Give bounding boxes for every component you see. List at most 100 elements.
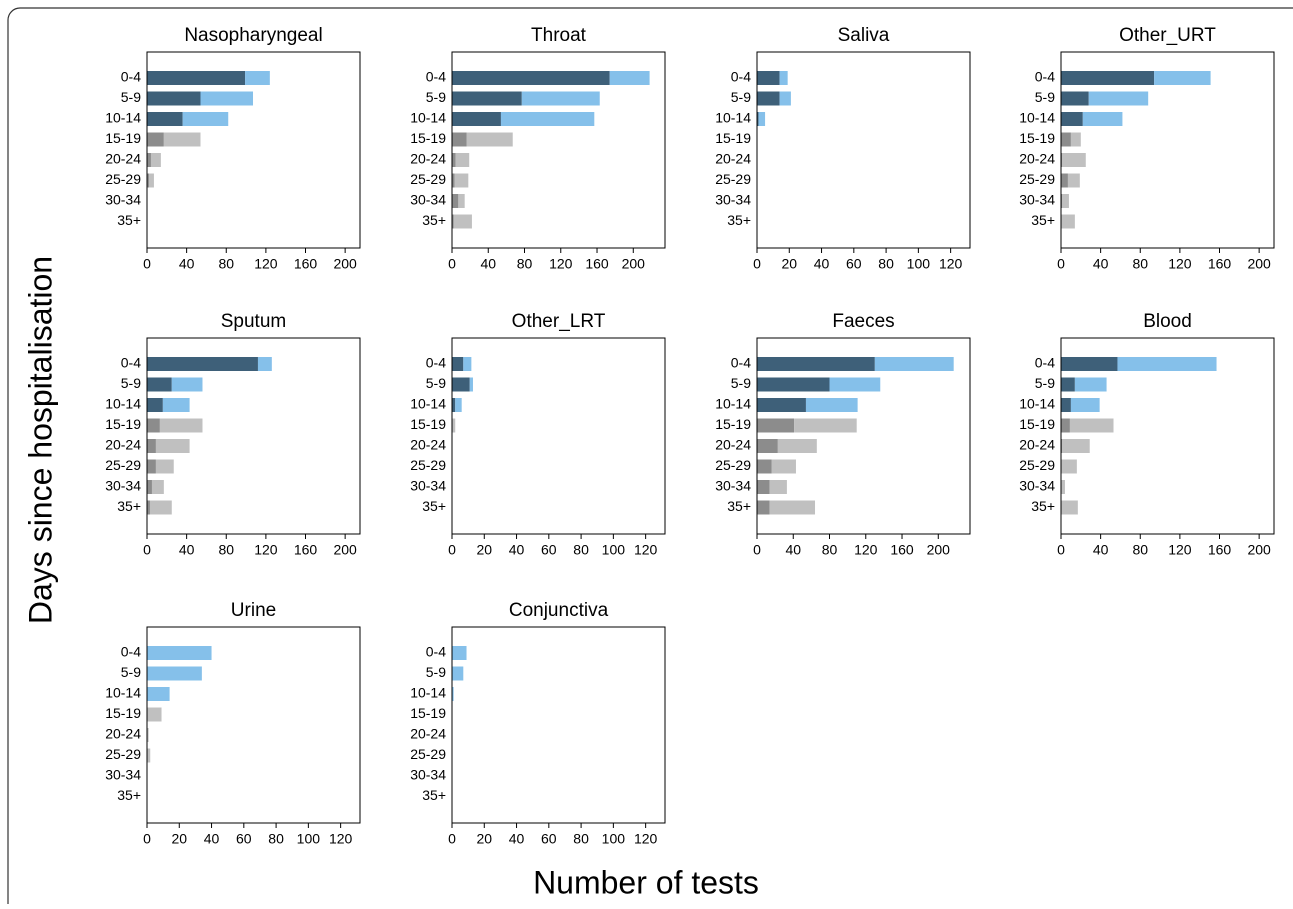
bar-segment bbox=[182, 112, 229, 126]
y-tick-label: 15-19 bbox=[410, 416, 446, 432]
x-tick-label: 80 bbox=[218, 256, 234, 272]
x-tick-label: 200 bbox=[622, 256, 646, 272]
panel-title: Conjunctiva bbox=[509, 600, 609, 621]
y-tick-label: 30-34 bbox=[1019, 478, 1055, 494]
bar-segment bbox=[148, 173, 154, 188]
plot-frame bbox=[1060, 51, 1275, 249]
bar-segment bbox=[147, 748, 151, 763]
bar-segment bbox=[171, 377, 203, 392]
y-tick-label: 25-29 bbox=[1019, 171, 1055, 187]
y-tick-label: 30-34 bbox=[410, 767, 446, 783]
bar-segment bbox=[452, 91, 522, 106]
y-tick-label: 15-19 bbox=[410, 130, 446, 146]
plot-frame bbox=[1060, 337, 1275, 535]
y-tick-label: 5-9 bbox=[1035, 375, 1055, 391]
x-tick-label: 40 bbox=[179, 256, 195, 272]
bar-segment bbox=[757, 439, 778, 453]
bar-segment bbox=[874, 357, 954, 371]
panel-title: Nasopharyngeal bbox=[184, 25, 322, 46]
x-tick-label: 200 bbox=[333, 256, 357, 272]
bar-segment bbox=[452, 173, 455, 188]
bar-segment bbox=[1061, 377, 1075, 392]
x-tick-label: 120 bbox=[634, 831, 658, 847]
y-tick-label: 5-9 bbox=[1035, 89, 1055, 105]
bar-segment bbox=[609, 71, 650, 85]
bar-segment bbox=[1067, 173, 1080, 188]
bar-segment bbox=[757, 459, 772, 474]
y-tick-label: 0-4 bbox=[121, 355, 141, 371]
y-tick-label: 15-19 bbox=[105, 130, 141, 146]
panel-title: Faeces bbox=[832, 311, 894, 332]
bar-segment bbox=[1061, 357, 1118, 371]
bar-segment bbox=[452, 112, 501, 126]
y-tick-label: 35+ bbox=[117, 498, 141, 514]
bar-segment bbox=[147, 71, 246, 85]
y-tick-label: 35+ bbox=[727, 212, 751, 228]
plot-frame bbox=[451, 626, 666, 824]
y-tick-label: 20-24 bbox=[105, 726, 141, 742]
x-tick-label: 0 bbox=[143, 831, 151, 847]
bar-segment bbox=[452, 153, 456, 167]
x-tick-label: 40 bbox=[509, 831, 525, 847]
bar-segment bbox=[147, 153, 151, 167]
bar-segment bbox=[147, 728, 149, 742]
y-tick-label: 30-34 bbox=[410, 478, 446, 494]
x-tick-label: 40 bbox=[509, 542, 525, 558]
bar-segment bbox=[777, 439, 817, 453]
x-tick-label: 100 bbox=[602, 542, 626, 558]
x-tick-label: 200 bbox=[1247, 542, 1271, 558]
x-tick-label: 20 bbox=[476, 831, 492, 847]
x-tick-label: 40 bbox=[785, 542, 801, 558]
bar-segment bbox=[757, 377, 830, 392]
bar-segment bbox=[147, 418, 160, 433]
plot-frame bbox=[146, 51, 361, 249]
bar-segment bbox=[452, 377, 470, 392]
plot-frame bbox=[756, 337, 971, 535]
bar-segment bbox=[147, 480, 152, 494]
x-tick-label: 160 bbox=[294, 542, 318, 558]
bar-segment bbox=[147, 132, 164, 147]
x-tick-label: 0 bbox=[753, 256, 761, 272]
y-tick-label: 5-9 bbox=[121, 664, 141, 680]
y-tick-label: 10-14 bbox=[1019, 396, 1055, 412]
bar-segment bbox=[1070, 398, 1100, 412]
bar-segment bbox=[463, 357, 472, 371]
x-tick-label: 120 bbox=[549, 256, 573, 272]
x-tick-label: 100 bbox=[297, 831, 321, 847]
bar-segment bbox=[769, 500, 816, 515]
bar-segment bbox=[452, 687, 454, 701]
y-tick-label: 20-24 bbox=[1019, 151, 1055, 167]
x-tick-label: 100 bbox=[602, 831, 626, 847]
y-tick-label: 0-4 bbox=[1035, 69, 1055, 85]
y-tick-label: 0-4 bbox=[121, 69, 141, 85]
bar-segment bbox=[1061, 439, 1090, 453]
y-tick-label: 10-14 bbox=[715, 110, 751, 126]
x-tick-label: 200 bbox=[1247, 256, 1271, 272]
bar-segment bbox=[147, 91, 201, 106]
bar-segment bbox=[452, 646, 467, 660]
x-tick-label: 120 bbox=[329, 831, 353, 847]
bar-segment bbox=[1070, 132, 1081, 147]
y-tick-label: 5-9 bbox=[731, 375, 751, 391]
x-tick-label: 0 bbox=[143, 256, 151, 272]
x-tick-label: 40 bbox=[814, 256, 830, 272]
bar-segment bbox=[794, 418, 857, 433]
bar-segment bbox=[147, 459, 156, 474]
bar-segment bbox=[155, 459, 174, 474]
y-tick-label: 35+ bbox=[117, 212, 141, 228]
y-tick-label: 0-4 bbox=[1035, 355, 1055, 371]
x-tick-label: 80 bbox=[1132, 256, 1148, 272]
x-tick-label: 80 bbox=[878, 256, 894, 272]
bar-segment bbox=[758, 112, 766, 126]
y-tick-label: 30-34 bbox=[715, 478, 751, 494]
bar-segment bbox=[458, 194, 465, 208]
y-axis-label: Days since hospitalisation bbox=[22, 256, 58, 624]
panel-title: Saliva bbox=[838, 25, 890, 46]
plot-frame bbox=[146, 337, 361, 535]
bar-segment bbox=[245, 71, 270, 85]
x-tick-label: 100 bbox=[907, 256, 931, 272]
bar-segment bbox=[452, 418, 456, 433]
frame bbox=[7, 7, 1293, 909]
panel-title: Blood bbox=[1143, 311, 1192, 332]
